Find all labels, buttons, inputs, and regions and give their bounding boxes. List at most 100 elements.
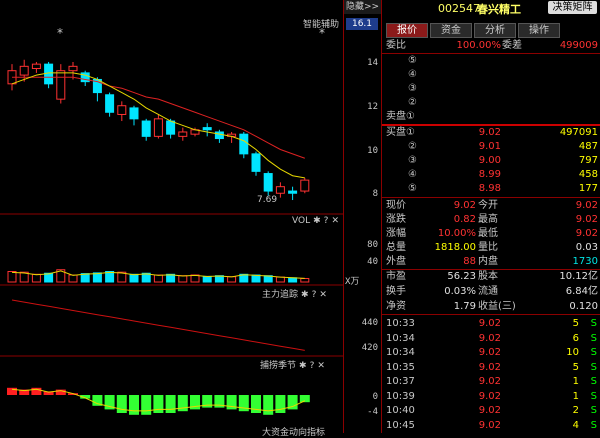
tick-row[interactable]: 10:39 9.02 1 S: [382, 390, 600, 404]
force-settings-gear-icon[interactable]: ✱: [301, 290, 309, 300]
season-bar: [43, 391, 54, 395]
volume-bar: [68, 274, 78, 283]
season-settings-gear-icon[interactable]: ✱: [299, 361, 307, 371]
force-axis-tick-440: 440: [361, 318, 378, 328]
fundamental-label: 流通: [478, 286, 498, 297]
candle-body: [153, 118, 163, 137]
stat-value: 9.02: [575, 214, 598, 225]
season-panel-header: 捕捞季节 ✱? ✕: [260, 358, 325, 371]
candle-body: [300, 179, 310, 192]
season-close-icon[interactable]: ✕: [317, 361, 325, 371]
tick-price: 9.02: [478, 318, 501, 329]
tick-row[interactable]: 10:45 9.02 4 S: [382, 419, 600, 433]
tick-row[interactable]: 10:33 9.02 5 S: [382, 317, 600, 331]
stat-row: 总量 1818.00 量比 0.03: [382, 241, 600, 255]
season-panel-title: 捕捞季节: [260, 361, 297, 371]
tick-price: 9.02: [478, 361, 501, 373]
wei-bi-row: 委比 100.00% 委差 499009: [382, 39, 600, 53]
vol-help-icon[interactable]: ?: [323, 216, 329, 226]
bid-price: 8.98: [478, 183, 501, 194]
stat-value: 10.00%: [437, 228, 476, 239]
tick-price: 9.02: [478, 405, 501, 416]
tick-time: 10:39: [386, 390, 415, 402]
season-bar: [129, 395, 139, 415]
volume-bar: [92, 272, 102, 283]
volume-ma-yellow: [11, 270, 305, 279]
volume-bar: [80, 273, 90, 283]
candle-body: [129, 107, 139, 120]
hide-panel-button[interactable]: 隐藏>>: [344, 0, 381, 14]
tick-price: 9.02: [478, 347, 501, 358]
tab-analysis[interactable]: 分析: [474, 23, 516, 38]
candle-body: [44, 63, 54, 85]
fundamental-label: 净资: [386, 301, 406, 312]
stat-value: 9.02: [453, 200, 476, 211]
tab-quote[interactable]: 报价: [386, 23, 428, 38]
stat-label: 涨幅: [386, 228, 406, 239]
price-tag-top: 16.1: [346, 18, 378, 30]
stat-row: 涨幅 10.00% 最低 9.02: [382, 227, 600, 241]
tick-time: 10:40: [386, 405, 415, 416]
vol-axis-tick-80: 80: [367, 240, 378, 250]
season-help-icon[interactable]: ?: [309, 361, 315, 371]
tab-operation[interactable]: 操作: [518, 23, 560, 38]
divider: [382, 53, 600, 54]
kline-chart-area[interactable]: 智能辅助 * * 7.69 VOL ✱? ✕ 主力追踪 ✱? ✕ 捕捞季节 ✱? ✕ 大资金…: [0, 0, 343, 438]
season-bar: [153, 395, 164, 413]
candle-body: [166, 120, 176, 135]
fundamental-label: 市盈: [386, 271, 406, 282]
season-bar: [214, 395, 225, 408]
stat-label: 外盘: [386, 256, 406, 267]
candle-body: [117, 105, 127, 115]
fundamental-value: 10.12亿: [559, 271, 598, 282]
stat-label: 最低: [478, 228, 498, 239]
tick-time: 10:34: [386, 332, 415, 344]
decision-matrix-button[interactable]: 决策矩阵: [548, 1, 597, 14]
tick-row[interactable]: 10:37 9.02 1 S: [382, 375, 600, 389]
vol-settings-gear-icon[interactable]: ✱: [313, 216, 321, 226]
moving-average-yellow: [11, 72, 305, 179]
tick-volume: 1: [572, 390, 579, 402]
vol-close-icon[interactable]: ✕: [331, 216, 339, 226]
stat-value: 9.02: [575, 228, 598, 239]
volume-bar: [300, 278, 310, 283]
fundamental-row: 换手 0.03% 流通 6.84亿: [382, 285, 600, 299]
season-bar: [275, 395, 286, 413]
fundamental-row: 净资 1.79 收益(三) 0.120: [382, 300, 600, 314]
stat-row: 外盘 88 内盘 1730: [382, 255, 600, 269]
tick-row[interactable]: 10:40 9.02 2 S: [382, 404, 600, 418]
fundamental-row: 市盈 56.23 股本 10.12亿: [382, 270, 600, 284]
tick-row[interactable]: 10:34 9.02 6 S: [382, 332, 600, 346]
bid-ask-divider: [382, 124, 600, 126]
stat-label: 量比: [478, 242, 498, 253]
candle-body: [239, 133, 249, 155]
force-close-icon[interactable]: ✕: [319, 290, 327, 300]
axis-tick-14: 14: [367, 58, 378, 68]
kline-chart-svg[interactable]: [0, 0, 343, 433]
tick-price: 9.02: [478, 332, 501, 344]
stock-header: 002547 春兴精工 决策矩阵: [382, 0, 600, 17]
tick-price: 9.02: [478, 419, 501, 431]
volume-bar: [275, 276, 285, 283]
candle-body: [178, 131, 188, 137]
stat-value: 0.03: [575, 242, 598, 253]
bid-level-label: ②: [408, 141, 417, 152]
force-panel-header: 主力追踪 ✱? ✕: [262, 287, 327, 300]
fundamental-label: 收益(三): [478, 301, 516, 312]
tick-row[interactable]: 10:34 9.02 10 S: [382, 346, 600, 360]
tab-funds[interactable]: 资金: [430, 23, 472, 38]
bid-volume: 458: [578, 169, 598, 180]
bid-level-label: ④: [408, 169, 417, 180]
season-bar: [190, 395, 200, 410]
bid-level-row: ④ 8.99 458: [382, 168, 600, 182]
stat-value: 88: [463, 256, 476, 267]
candle-body: [214, 131, 224, 140]
season-bar: [141, 395, 152, 415]
force-help-icon[interactable]: ?: [311, 290, 317, 300]
fundamental-label: 换手: [386, 286, 406, 297]
volume-bar: [227, 276, 237, 283]
tick-volume: 1: [572, 376, 579, 387]
tick-row[interactable]: 10:35 9.02 5 S: [382, 361, 600, 375]
bid-volume: 497091: [559, 127, 598, 138]
fundamental-value: 6.84亿: [565, 286, 598, 297]
